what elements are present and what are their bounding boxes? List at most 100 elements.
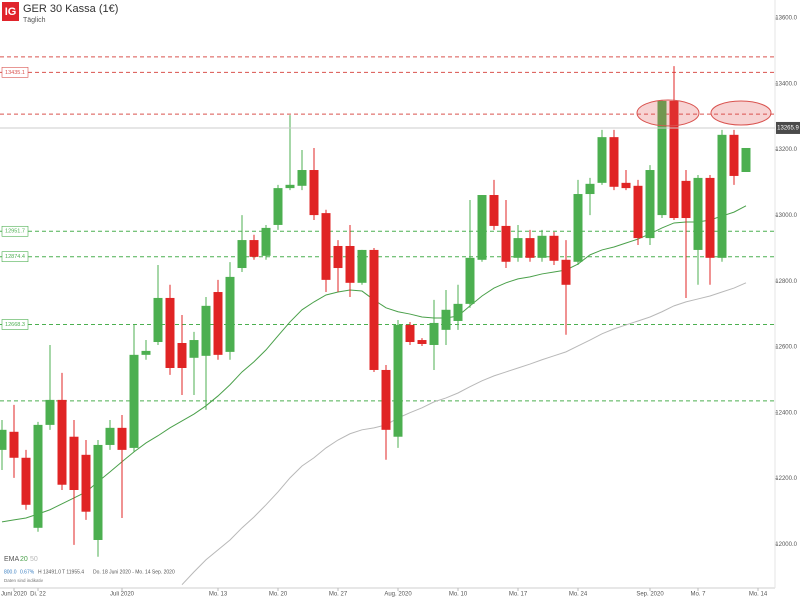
candle-body	[309, 170, 319, 216]
candle-body	[453, 303, 463, 321]
candle-body	[669, 100, 679, 219]
candle-body	[513, 238, 523, 258]
candle-body	[717, 134, 727, 258]
legend-entry: 50	[30, 556, 38, 563]
level-tag	[1, 319, 29, 330]
candle-body	[9, 431, 19, 458]
x-tick-label: Mo. 13	[209, 592, 228, 598]
x-tick-label: Mo. 24	[569, 592, 588, 598]
candle-body	[93, 444, 103, 540]
candle-body	[129, 354, 139, 448]
candle-body	[585, 183, 595, 195]
candles	[0, 66, 751, 557]
chart-subtitle: Täglich	[23, 17, 46, 24]
candle-body	[45, 399, 55, 425]
level-tag-label: 12668.3	[5, 322, 25, 328]
candle-body	[369, 249, 379, 370]
candle-body	[81, 454, 91, 512]
candle-body	[285, 184, 295, 189]
candle-body	[213, 292, 223, 355]
candle-body	[477, 195, 487, 260]
y-tick-label: 13000.0	[775, 213, 797, 219]
logo-box	[2, 2, 19, 21]
stat: Do. 18 Juni 2020 - Mo. 14 Sep. 2020	[93, 569, 175, 575]
candle-body	[189, 340, 199, 358]
candle-body	[429, 322, 439, 345]
candle-body	[489, 195, 499, 226]
x-tick-label: Di. 22	[30, 592, 46, 598]
x-tick-label: Mo. 27	[329, 592, 348, 598]
candle-body	[621, 182, 631, 189]
y-tick-label: 13400.0	[775, 81, 797, 87]
candle-body	[705, 177, 715, 258]
candle-body	[117, 427, 127, 450]
candle-body	[261, 227, 271, 256]
candle-body	[633, 185, 643, 239]
last-price-label: 13265.9	[777, 126, 799, 132]
highlight-ellipse	[710, 100, 772, 126]
indicator-label: EMA	[4, 556, 20, 563]
candle-body	[69, 436, 79, 490]
candle-body	[693, 177, 703, 250]
x-tick-label: Mo. 20	[269, 592, 288, 598]
candle-body	[417, 340, 427, 344]
candle-body	[141, 350, 151, 355]
candle-body	[741, 147, 751, 172]
y-tick-label: 12400.0	[775, 410, 797, 416]
candle-body	[597, 137, 607, 183]
candle-body	[273, 188, 283, 225]
candle-body	[321, 213, 331, 280]
candle-body	[549, 235, 559, 261]
logo: IG	[5, 6, 17, 18]
axis: 12000.0 12200.0 12400.0 12600.0 12800.0 13000…	[0, 16, 800, 598]
candle-body	[297, 170, 307, 186]
candle-body	[333, 245, 343, 269]
x-tick-label: Mo. 17	[509, 592, 528, 598]
stat: T 11955.4	[62, 569, 84, 575]
highlight-ellipse	[636, 99, 700, 127]
candle-body	[525, 238, 535, 258]
candle-body	[21, 457, 31, 505]
x-tick-label: Mo. 7	[690, 592, 706, 598]
candle-body	[57, 399, 67, 485]
x-tick-label: Juni 2020	[1, 592, 28, 598]
level-tag	[1, 225, 29, 237]
candle-body	[177, 343, 187, 368]
candle-body	[537, 235, 547, 258]
ema-line	[181, 282, 747, 586]
candle-body	[249, 240, 259, 257]
x-tick-label: Aug. 2020	[384, 592, 412, 598]
candle-body	[0, 429, 7, 450]
level-tag-label: 12874.4	[5, 254, 25, 260]
candle-body	[345, 245, 355, 283]
candle-body	[441, 309, 451, 330]
level-tag	[1, 67, 29, 78]
candle-body	[657, 100, 667, 216]
candle-body	[165, 297, 175, 368]
x-tick-label: Sep. 2020	[636, 592, 664, 598]
candle-body	[645, 170, 655, 239]
candle-body	[381, 369, 391, 430]
y-tick-label: 12000.0	[775, 542, 797, 548]
y-tick-label: 12200.0	[775, 476, 797, 482]
level-tag-label: 12951.7	[5, 229, 25, 235]
candle-body	[561, 259, 571, 285]
last-price-box	[776, 121, 800, 134]
stat: 0.67%	[20, 569, 35, 575]
candle-body	[729, 134, 739, 176]
candle-body	[573, 194, 583, 262]
candle-body	[33, 424, 43, 528]
candle-body	[201, 305, 211, 356]
y-tick-label: 12600.0	[775, 345, 797, 351]
x-tick-label: Mo. 10	[449, 592, 468, 598]
candle-body	[681, 180, 691, 219]
candle-body	[153, 297, 163, 343]
candle-body	[357, 249, 367, 283]
level-tag	[1, 251, 29, 263]
note: Daten sind indikativ	[4, 578, 44, 583]
chart-title: GER 30 Kassa (1€)	[23, 3, 118, 15]
candle-body	[237, 240, 247, 269]
candle-body	[501, 225, 511, 262]
